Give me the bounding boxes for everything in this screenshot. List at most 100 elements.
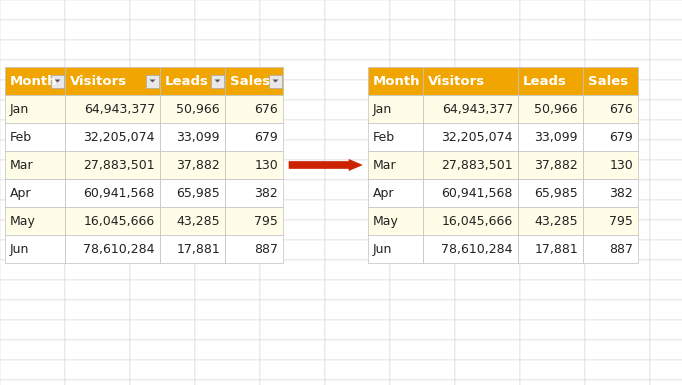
Bar: [260, 380, 325, 385]
Bar: [390, 280, 455, 300]
Bar: [585, 80, 650, 100]
Bar: [423, 151, 518, 179]
Bar: [65, 0, 130, 20]
Bar: [65, 40, 130, 60]
Text: Sales: Sales: [230, 75, 270, 87]
Bar: [585, 60, 650, 80]
Bar: [585, 360, 650, 380]
Bar: [65, 95, 160, 123]
Text: Month: Month: [373, 75, 421, 87]
Bar: [455, 340, 520, 360]
Bar: [225, 95, 283, 123]
Text: 43,285: 43,285: [535, 214, 578, 228]
Bar: [160, 95, 225, 123]
Bar: [455, 120, 520, 140]
Bar: [518, 151, 583, 179]
Bar: [520, 0, 585, 20]
Polygon shape: [289, 159, 362, 171]
Text: Leads: Leads: [165, 75, 209, 87]
Bar: [260, 300, 325, 320]
Bar: [195, 60, 260, 80]
Bar: [650, 300, 682, 320]
Bar: [260, 180, 325, 200]
Bar: [520, 300, 585, 320]
Text: 16,045,666: 16,045,666: [84, 214, 155, 228]
Polygon shape: [215, 79, 220, 82]
Bar: [390, 320, 455, 340]
Bar: [160, 207, 225, 235]
Bar: [65, 20, 130, 40]
Bar: [585, 0, 650, 20]
Text: Mar: Mar: [373, 159, 397, 171]
Bar: [455, 0, 520, 20]
Bar: [0, 300, 65, 320]
Bar: [0, 240, 65, 260]
Bar: [520, 220, 585, 240]
Bar: [518, 95, 583, 123]
Bar: [325, 0, 390, 20]
Bar: [269, 75, 282, 87]
Bar: [0, 60, 65, 80]
Text: 32,205,074: 32,205,074: [83, 131, 155, 144]
Bar: [520, 280, 585, 300]
Bar: [260, 140, 325, 160]
Bar: [520, 340, 585, 360]
Bar: [0, 360, 65, 380]
Text: 795: 795: [254, 214, 278, 228]
Bar: [390, 60, 455, 80]
Bar: [260, 360, 325, 380]
Bar: [65, 67, 160, 95]
Bar: [650, 120, 682, 140]
Text: 27,883,501: 27,883,501: [83, 159, 155, 171]
Bar: [325, 100, 390, 120]
Bar: [225, 207, 283, 235]
Bar: [368, 235, 423, 263]
Bar: [390, 160, 455, 180]
Bar: [65, 200, 130, 220]
Bar: [195, 320, 260, 340]
Text: Apr: Apr: [373, 186, 394, 199]
Bar: [195, 20, 260, 40]
Bar: [0, 180, 65, 200]
Bar: [390, 100, 455, 120]
Bar: [65, 280, 130, 300]
Bar: [390, 180, 455, 200]
Bar: [325, 320, 390, 340]
Bar: [325, 120, 390, 140]
Bar: [146, 75, 159, 87]
Bar: [423, 179, 518, 207]
Bar: [455, 240, 520, 260]
Text: 64,943,377: 64,943,377: [84, 102, 155, 116]
Bar: [65, 300, 130, 320]
Bar: [195, 120, 260, 140]
Bar: [260, 20, 325, 40]
Bar: [520, 40, 585, 60]
Bar: [195, 300, 260, 320]
Bar: [518, 179, 583, 207]
Bar: [65, 180, 130, 200]
Bar: [65, 240, 130, 260]
Bar: [390, 240, 455, 260]
Bar: [455, 100, 520, 120]
Bar: [650, 180, 682, 200]
Text: 676: 676: [609, 102, 633, 116]
Bar: [130, 40, 195, 60]
Text: 50,966: 50,966: [535, 102, 578, 116]
Bar: [390, 380, 455, 385]
Bar: [130, 300, 195, 320]
Bar: [0, 160, 65, 180]
Bar: [65, 123, 160, 151]
Bar: [518, 123, 583, 151]
Bar: [585, 180, 650, 200]
Text: 679: 679: [254, 131, 278, 144]
Bar: [0, 320, 65, 340]
Bar: [390, 20, 455, 40]
Bar: [455, 160, 520, 180]
Bar: [368, 151, 423, 179]
Bar: [0, 100, 65, 120]
Text: 27,883,501: 27,883,501: [441, 159, 513, 171]
Bar: [260, 40, 325, 60]
Bar: [211, 75, 224, 87]
Bar: [585, 160, 650, 180]
Bar: [423, 67, 518, 95]
